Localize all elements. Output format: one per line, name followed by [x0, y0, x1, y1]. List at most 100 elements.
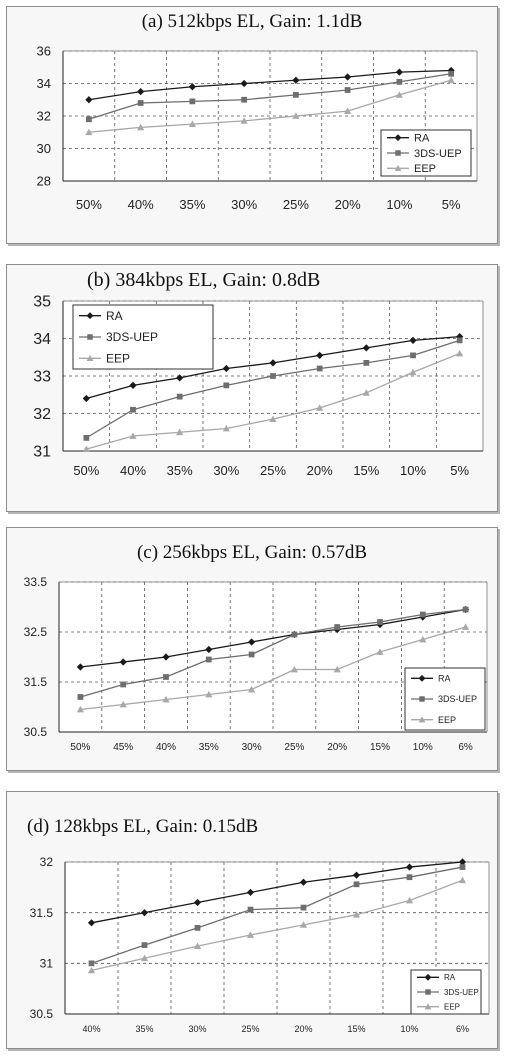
data-point-3ds-uep — [300, 904, 307, 911]
y-tick-label: 28 — [37, 174, 51, 189]
data-point-eep — [447, 76, 455, 84]
data-point-eep — [82, 445, 90, 453]
data-point-eep — [119, 700, 127, 708]
x-tick-label: 45% — [113, 742, 133, 753]
x-tick-label: 25% — [284, 742, 304, 753]
y-tick-label: 31 — [40, 957, 54, 971]
data-point-ra — [352, 871, 361, 879]
x-tick-label: 35% — [135, 1024, 153, 1034]
x-tick-label: 20% — [335, 197, 361, 212]
x-tick-label: 20% — [307, 463, 333, 478]
x-tick-label: 25% — [283, 197, 309, 212]
series-line-eep — [91, 879, 463, 972]
data-point-eep — [87, 966, 96, 974]
data-point-3ds-uep — [88, 960, 95, 967]
chart-title: (a) 512kbps EL, Gain: 1.1dB — [141, 11, 363, 32]
y-tick-label: 31.5 — [30, 906, 54, 920]
legend-label: RA — [414, 133, 430, 145]
data-point-eep — [193, 942, 202, 949]
data-point-3ds-uep — [83, 434, 90, 441]
data-point-eep — [246, 931, 255, 938]
legend-marker — [395, 150, 401, 156]
series-line-3ds-uep — [91, 866, 463, 964]
data-point-eep — [269, 415, 277, 423]
x-tick-label: 15% — [353, 463, 379, 478]
x-tick-label: 40% — [120, 463, 146, 478]
data-point-3ds-uep — [363, 359, 370, 366]
data-point-ra — [316, 351, 324, 359]
data-point-eep — [405, 896, 414, 904]
data-point-ra — [129, 381, 137, 389]
y-tick-label: 31.5 — [24, 675, 48, 689]
legend-label: 3DS-UEP — [438, 694, 477, 704]
x-tick-label: 30% — [213, 463, 239, 478]
y-tick-label: 32 — [33, 406, 51, 423]
data-point-eep — [85, 128, 93, 136]
legend-marker — [394, 134, 402, 142]
data-point-eep — [395, 91, 403, 98]
legend-label: EEP — [106, 352, 130, 366]
data-point-eep — [409, 368, 417, 376]
data-point-3ds-uep — [291, 631, 298, 638]
series-line-3ds-uep — [88, 73, 452, 120]
legend-label: EEP — [444, 1002, 460, 1011]
x-tick-label: 20% — [327, 742, 347, 753]
x-tick-label: 6% — [456, 1024, 469, 1034]
chart-plot: 28 30 32 34 36 50% 40% 35% 30% 25% 20% 10% 5% RA 3DS-U… — [37, 44, 478, 212]
data-point-3ds-uep — [459, 864, 466, 870]
data-point-ra — [248, 638, 256, 646]
data-point-3ds-uep — [410, 352, 416, 359]
data-point-eep — [456, 349, 464, 357]
y-tick-label: 36 — [37, 44, 51, 59]
legend-marker — [419, 696, 425, 702]
series-line-eep — [80, 626, 466, 711]
chart-panel-a: (a) 512kbps EL, Gain: 1.1dB 28 30 32 34 36 50… — [6, 6, 498, 244]
data-point-eep — [176, 428, 184, 436]
y-tick-label: 34 — [37, 76, 51, 91]
legend-label: EEP — [414, 163, 436, 175]
data-point-3ds-uep — [189, 98, 196, 105]
chart-panel-d: (d) 128kbps EL, Gain: 0.15dB 30.5 31 31.5 3… — [6, 791, 498, 1049]
x-tick-label: 30% — [242, 742, 262, 753]
legend-marker — [86, 312, 94, 320]
legend-marker — [418, 716, 426, 723]
data-point-ra — [85, 96, 93, 104]
x-tick-label: 15% — [370, 742, 390, 753]
legend-marker — [394, 164, 402, 172]
y-tick-label: 32 — [37, 109, 51, 124]
x-tick-label: 10% — [386, 197, 412, 212]
legend-marker — [418, 674, 426, 682]
data-point-eep — [344, 107, 352, 115]
legend-label: 3DS-UEP — [414, 148, 462, 160]
x-tick-label: 35% — [179, 197, 205, 212]
data-point-eep — [376, 648, 384, 655]
data-point-eep — [188, 120, 196, 128]
x-tick-label: 25% — [260, 463, 286, 478]
data-point-eep — [162, 695, 170, 703]
y-tick-label: 30 — [37, 141, 51, 156]
data-point-3ds-uep — [419, 611, 426, 618]
data-point-3ds-uep — [137, 100, 144, 106]
data-point-3ds-uep — [194, 924, 201, 931]
data-point-eep — [76, 705, 84, 713]
data-point-ra — [292, 76, 300, 84]
x-tick-label: 40% — [82, 1024, 100, 1034]
data-point-eep — [205, 690, 213, 698]
data-point-3ds-uep — [247, 906, 254, 913]
data-point-3ds-uep — [248, 651, 255, 658]
data-point-3ds-uep — [85, 116, 92, 123]
x-tick-label: 40% — [156, 742, 176, 753]
series-line-3ds-uep — [80, 608, 466, 698]
data-point-ra — [119, 658, 127, 666]
data-point-3ds-uep — [406, 874, 413, 881]
data-point-eep — [248, 685, 256, 693]
data-point-ra — [76, 663, 84, 671]
y-tick-label: 32.5 — [24, 625, 48, 639]
chart-plot: 31 32 33 34 35 50% 40% 35% 30% 25% 20% 15% 10% 5% RA 3D… — [33, 294, 484, 478]
data-point-ra — [456, 333, 464, 341]
x-tick-label: 50% — [76, 197, 102, 212]
legend-label: RA — [444, 973, 456, 982]
data-point-eep — [462, 623, 470, 630]
x-tick-label: 10% — [400, 463, 426, 478]
x-tick-label: 5% — [442, 197, 461, 212]
